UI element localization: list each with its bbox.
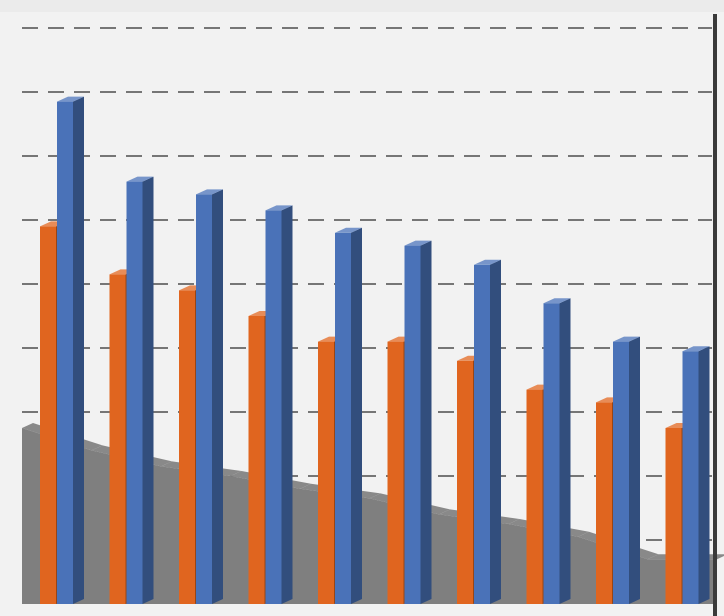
bar-front bbox=[40, 226, 56, 604]
bar-front bbox=[126, 181, 143, 604]
bar-side bbox=[559, 298, 571, 604]
bar-top bbox=[543, 298, 571, 304]
bar-front bbox=[335, 232, 351, 605]
bar bbox=[404, 240, 432, 604]
bar-side bbox=[281, 205, 293, 604]
bar bbox=[335, 227, 362, 605]
bar-top bbox=[265, 205, 293, 211]
bar-top bbox=[126, 176, 154, 182]
bar-front bbox=[665, 428, 682, 604]
bar-front bbox=[248, 316, 265, 604]
series-2 bbox=[57, 96, 710, 605]
bar-front bbox=[543, 303, 560, 604]
bar-front bbox=[57, 101, 73, 604]
bar-top bbox=[613, 336, 640, 342]
chart-right-border bbox=[713, 14, 717, 616]
bar-front bbox=[179, 290, 195, 604]
bar-top bbox=[404, 240, 432, 246]
bar bbox=[474, 259, 501, 604]
bar-side bbox=[73, 96, 84, 604]
bar-top bbox=[474, 259, 501, 265]
bar-side bbox=[351, 227, 362, 605]
bar-front bbox=[613, 341, 629, 604]
bar-side bbox=[490, 259, 501, 604]
bar-top bbox=[682, 346, 710, 352]
bar bbox=[682, 346, 710, 604]
bar-top bbox=[335, 227, 362, 233]
bar-side bbox=[142, 176, 154, 604]
bar-side bbox=[212, 189, 223, 604]
bar-front bbox=[387, 341, 404, 604]
bar-side bbox=[698, 346, 710, 604]
bar bbox=[543, 298, 571, 604]
bar bbox=[265, 205, 293, 604]
bar-front bbox=[474, 264, 490, 604]
bar-front bbox=[404, 245, 421, 604]
bar-front bbox=[457, 360, 473, 604]
bar-top bbox=[196, 189, 223, 195]
bar-front bbox=[526, 389, 543, 604]
bar-side bbox=[420, 240, 432, 604]
bar bbox=[613, 336, 640, 604]
bar bbox=[57, 96, 84, 604]
bar-front bbox=[318, 341, 334, 604]
bar-front bbox=[196, 194, 212, 604]
bar bbox=[126, 176, 154, 604]
bar-front bbox=[596, 402, 612, 604]
bar-front bbox=[682, 351, 699, 604]
chart-top-border bbox=[0, 0, 724, 12]
bar-side bbox=[629, 336, 640, 604]
bar-front bbox=[265, 210, 282, 604]
bar-front bbox=[109, 274, 126, 604]
bar bbox=[196, 189, 223, 604]
bar-top bbox=[57, 96, 84, 102]
